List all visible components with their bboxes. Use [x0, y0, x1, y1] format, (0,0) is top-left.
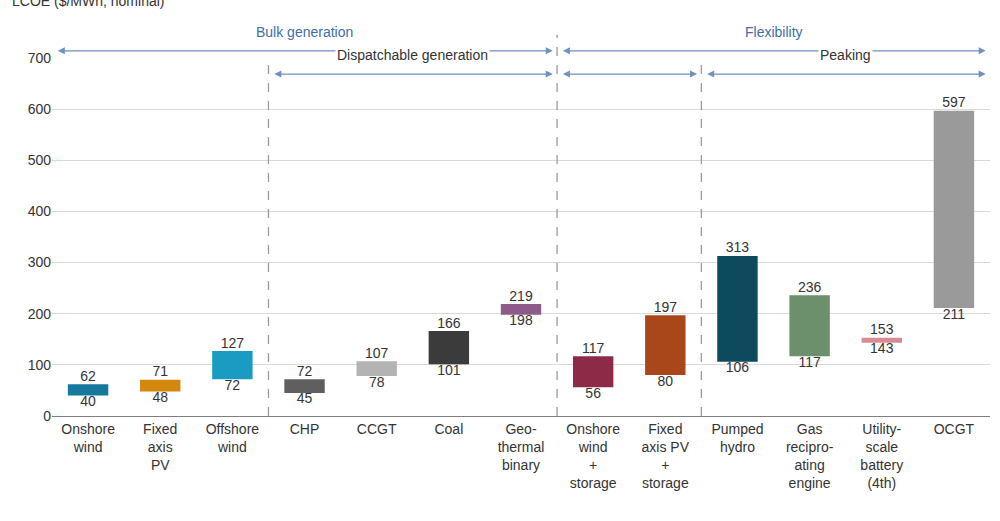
svg-text:153: 153 — [870, 321, 894, 337]
svg-text:Utility-scalebattery(4th): Utility-scalebattery(4th) — [860, 421, 903, 492]
svg-text:Pumpedhydro: Pumpedhydro — [711, 421, 763, 455]
svg-text:211: 211 — [943, 306, 966, 322]
svg-text:400: 400 — [28, 203, 52, 219]
svg-text:101: 101 — [437, 362, 461, 378]
svg-text:107: 107 — [365, 345, 389, 361]
svg-text:300: 300 — [28, 254, 52, 270]
svg-text:700: 700 — [28, 50, 52, 66]
svg-text:197: 197 — [654, 299, 678, 315]
svg-text:Peaking: Peaking — [820, 47, 871, 63]
svg-text:48: 48 — [152, 389, 168, 405]
svg-text:Coal: Coal — [434, 421, 463, 437]
svg-text:597: 597 — [942, 94, 966, 110]
svg-text:71: 71 — [152, 363, 168, 379]
svg-text:Dispatchable generation: Dispatchable generation — [337, 47, 488, 63]
svg-text:100: 100 — [28, 357, 52, 373]
svg-text:Fixedaxis PV+storage: Fixedaxis PV+storage — [642, 421, 690, 492]
svg-text:219: 219 — [509, 288, 533, 304]
svg-text:80: 80 — [658, 373, 674, 389]
svg-text:Flexibility: Flexibility — [745, 24, 803, 40]
svg-text:166: 166 — [437, 315, 461, 331]
svg-text:127: 127 — [221, 335, 245, 351]
svg-text:62: 62 — [80, 368, 96, 384]
svg-text:72: 72 — [297, 363, 313, 379]
svg-text:Offshorewind: Offshorewind — [206, 421, 260, 455]
svg-text:Gasrecipro-atingengine: Gasrecipro-atingengine — [786, 421, 834, 492]
svg-text:45: 45 — [297, 390, 313, 406]
svg-text:OCGT: OCGT — [934, 421, 975, 437]
svg-text:40: 40 — [80, 393, 96, 409]
svg-text:198: 198 — [509, 312, 533, 328]
svg-text:LCOE ($/MWh, nominal): LCOE ($/MWh, nominal) — [12, 0, 164, 9]
svg-text:117: 117 — [798, 354, 821, 370]
svg-text:Onshorewind+storage: Onshorewind+storage — [566, 421, 620, 492]
svg-text:Bulk generation: Bulk generation — [256, 24, 353, 40]
svg-text:117: 117 — [582, 340, 605, 356]
svg-text:313: 313 — [726, 239, 750, 255]
svg-text:143: 143 — [870, 340, 894, 356]
svg-text:72: 72 — [225, 377, 241, 393]
svg-text:78: 78 — [369, 374, 385, 390]
svg-text:Onshorewind: Onshorewind — [61, 421, 115, 455]
svg-text:FixedaxisPV: FixedaxisPV — [143, 421, 177, 473]
svg-text:0: 0 — [43, 408, 51, 424]
svg-text:56: 56 — [585, 385, 601, 401]
svg-text:600: 600 — [28, 101, 52, 117]
svg-text:Geo-thermalbinary: Geo-thermalbinary — [498, 421, 545, 473]
svg-text:106: 106 — [726, 359, 750, 375]
svg-text:236: 236 — [798, 279, 822, 295]
svg-text:CCGT: CCGT — [357, 421, 397, 437]
svg-text:CHP: CHP — [290, 421, 320, 437]
svg-text:200: 200 — [28, 306, 52, 322]
svg-text:500: 500 — [28, 152, 52, 168]
